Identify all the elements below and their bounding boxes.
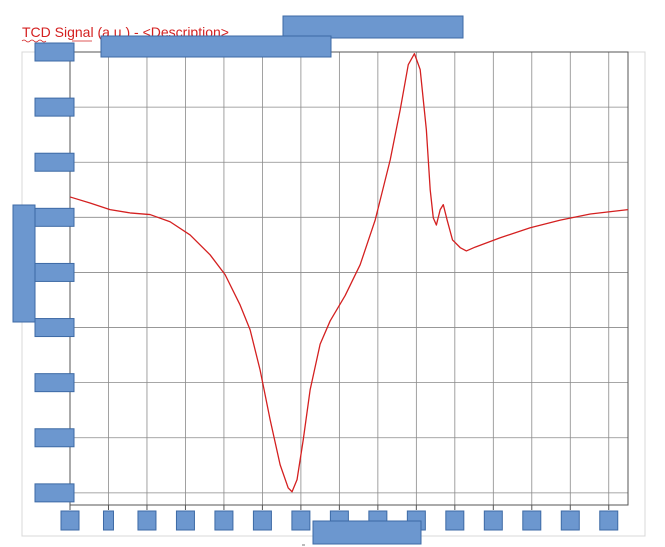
redacted-tick-label: [34, 483, 75, 503]
redacted-tick-label: [34, 262, 75, 282]
redacted-tick-label: [522, 510, 542, 531]
grid: [65, 51, 628, 510]
redacted-tick-label: [34, 318, 75, 338]
dot: [302, 544, 305, 546]
redacted-tick-label: [34, 373, 75, 393]
redacted-tick-label: [34, 42, 75, 62]
redacted-tick-label: [445, 510, 465, 531]
redacted-tick-label: [214, 510, 234, 531]
redacted-tick-label: [60, 510, 80, 531]
redacted-tick-label: [34, 207, 75, 227]
redacted-tick-label: [560, 510, 580, 531]
redacted-box: [282, 15, 464, 39]
spell-underline: [21, 39, 47, 43]
redacted-tick-label: [34, 152, 75, 172]
redacted-tick-label: [291, 510, 311, 531]
outer-frame: [21, 51, 646, 537]
redacted-tick-label: [483, 510, 503, 531]
redacted-tick-label: [175, 510, 195, 531]
redacted-tick-label: [34, 428, 75, 448]
redacted-box: [100, 35, 332, 58]
redactions: [34, 42, 619, 531]
redacted-box: [312, 520, 422, 545]
redacted-tick-label: [102, 510, 114, 531]
marks: [69, 53, 629, 493]
redacted-tick-label: [599, 510, 619, 531]
redacted-tick-label: [137, 510, 157, 531]
redacted-tick-label: [34, 97, 75, 117]
redacted-box: [12, 204, 36, 323]
signal-line: [69, 53, 629, 493]
plot-frame: [69, 51, 629, 506]
redacted-tick-label: [252, 510, 272, 531]
